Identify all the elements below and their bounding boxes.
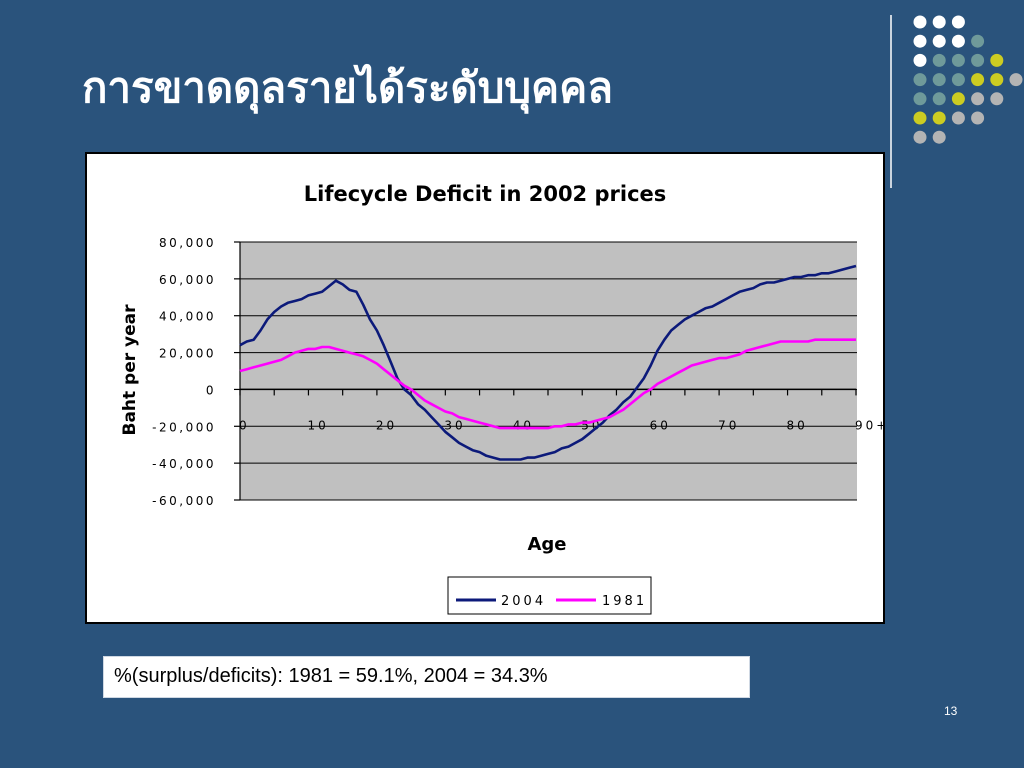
lifecycle-chart: Lifecycle Deficit in 2002 prices 80,000 6… (120, 182, 883, 615)
decor-dot (913, 92, 927, 106)
chart-title: Lifecycle Deficit in 2002 prices (304, 182, 667, 206)
decor-dot (932, 73, 946, 87)
chart-panel: Lifecycle Deficit in 2002 prices 80,000 6… (85, 152, 885, 624)
y-tick-label: 80,000 (159, 236, 216, 250)
decor-dot (932, 130, 946, 144)
y-tick-label: 60,000 (159, 273, 216, 287)
x-tick-label: 40 (513, 418, 534, 432)
decor-dot (932, 34, 946, 48)
decor-dot (971, 111, 985, 125)
slide-title: การขาดดุลรายได้ระดับบุคคล (82, 63, 613, 112)
decor-dot (951, 15, 965, 29)
stat-text: %(surplus/deficits): 1981 = 59.1%, 2004 … (114, 665, 548, 687)
x-tick-label: 20 (376, 418, 397, 432)
decor-dot (990, 92, 1004, 106)
y-tick-label: -60,000 (152, 494, 216, 508)
stat-box: %(surplus/deficits): 1981 = 59.1%, 2004 … (103, 656, 750, 698)
y-axis-label: Baht per year (120, 304, 140, 436)
decor-dot (913, 15, 927, 29)
decor-dot (951, 53, 965, 67)
legend-box (447, 576, 652, 615)
decor-dot (932, 53, 946, 67)
decor-dot (1009, 73, 1023, 87)
decor-dot (913, 53, 927, 67)
x-tick-label: 60 (650, 418, 671, 432)
decor-dot (971, 53, 985, 67)
x-axis-label: Age (527, 534, 566, 555)
y-tick-label: -40,000 (152, 457, 216, 471)
decor-dot (990, 53, 1004, 67)
x-tick-label: 0 (239, 418, 250, 432)
x-tick-label: 30 (444, 418, 465, 432)
decor-dot (971, 73, 985, 87)
x-tick-label: 80 (787, 418, 808, 432)
corner-decoration (890, 15, 1023, 188)
page-number: 13 (944, 704, 958, 718)
decor-dot (951, 73, 965, 87)
y-tick-label: 0 (206, 383, 216, 397)
decor-dot (932, 111, 946, 125)
plot-area (240, 242, 857, 500)
legend-label-1981: 1981 (602, 594, 647, 609)
y-axis: 80,000 60,000 40,000 20,000 0 -20,000 -40,000 -… (152, 236, 241, 508)
x-tick-label: 10 (307, 418, 328, 432)
legend-label-2004: 2004 (501, 594, 546, 609)
series-lines (239, 264, 857, 461)
decor-dot (913, 111, 927, 125)
y-tick-label: 40,000 (159, 310, 216, 324)
decor-dot (951, 92, 965, 106)
decor-dot (932, 15, 946, 29)
series-line-2004 (239, 264, 857, 461)
decor-dot (932, 92, 946, 106)
decor-dot (971, 34, 985, 48)
decor-dot (951, 34, 965, 48)
x-tick-label: 90+ (855, 418, 883, 432)
gridlines (240, 241, 857, 501)
y-tick-label: -20,000 (152, 420, 216, 434)
decor-dot (913, 34, 927, 48)
x-tick-label: 70 (718, 418, 739, 432)
decor-dot (913, 73, 927, 87)
y-tick-label: 20,000 (159, 347, 216, 361)
decor-dot (913, 130, 927, 144)
decor-dot (990, 73, 1004, 87)
dot-grid-decoration (913, 15, 1023, 144)
decor-dot (951, 111, 965, 125)
decor-dot (971, 92, 985, 106)
series-line-1981 (239, 338, 856, 430)
legend: 2004 1981 (447, 576, 652, 615)
